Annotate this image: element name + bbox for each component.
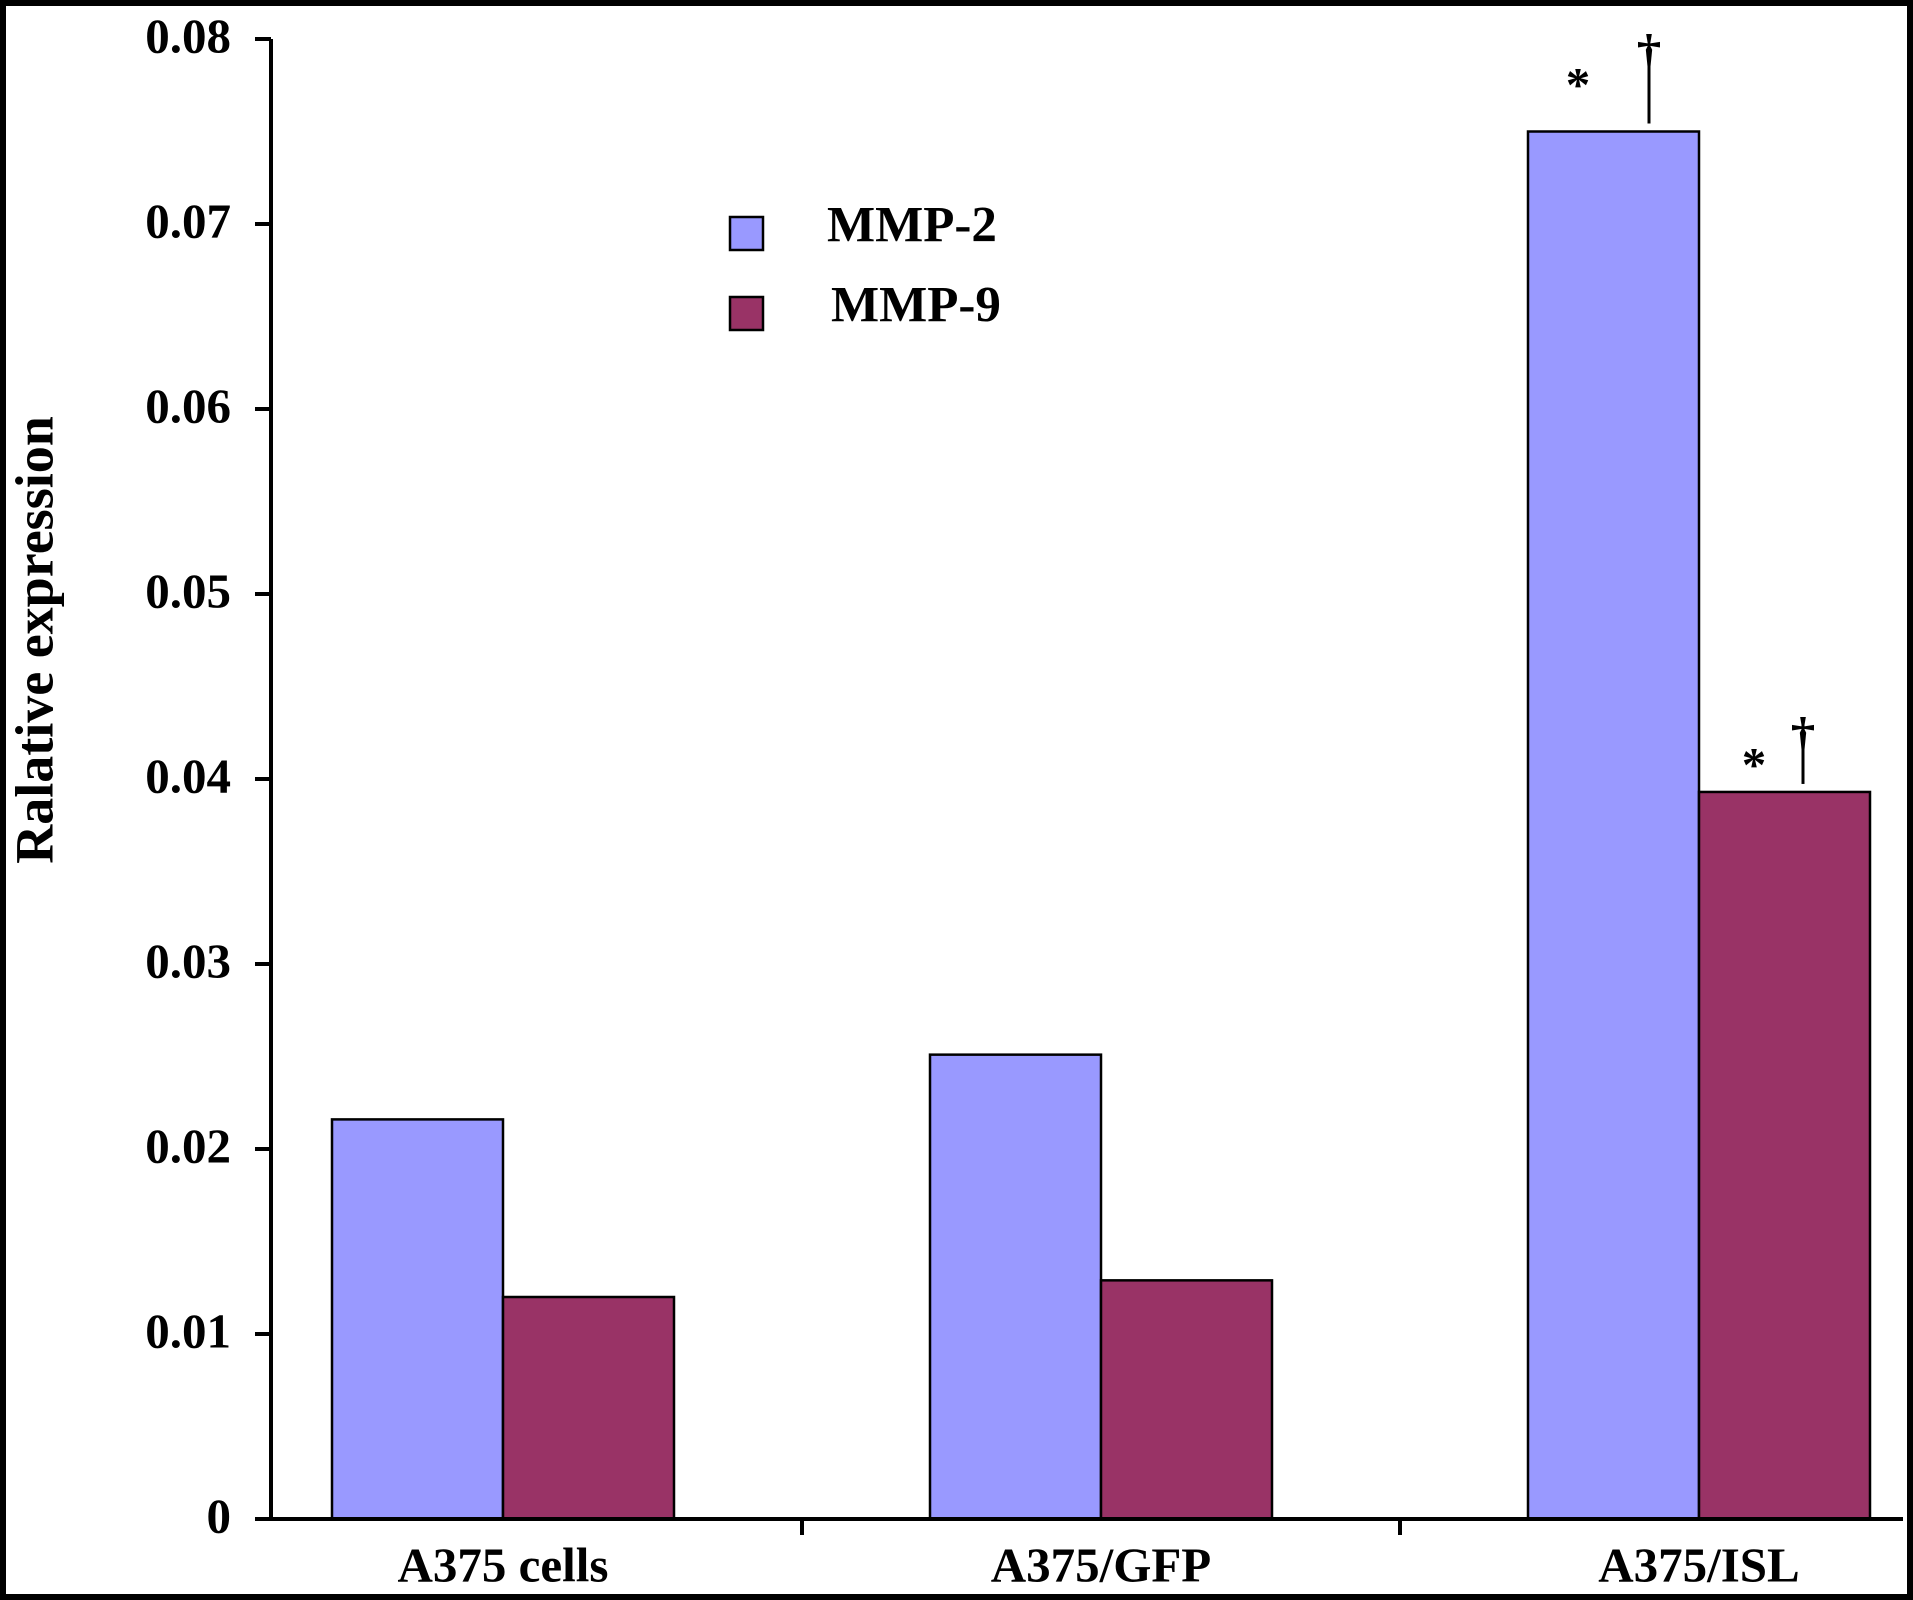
bar [928, 1053, 1103, 1521]
bar [1099, 1279, 1274, 1521]
y-tick-label: 0.05 [145, 563, 231, 618]
annotation-dagger: † [1791, 707, 1816, 762]
legend-swatch [728, 295, 765, 332]
y-tick-label: 0.04 [145, 748, 231, 803]
y-axis-label: Ralative expression [4, 416, 64, 863]
legend-label: MMP-2 [827, 198, 997, 254]
x-tick-label: A375/ISL [1598, 1537, 1800, 1592]
bar [1697, 790, 1872, 1521]
bar [501, 1295, 676, 1521]
x-tick-label: A375 cells [398, 1537, 609, 1592]
x-tick-label: A375/GFP [991, 1537, 1211, 1592]
annotation-dagger: † [1637, 24, 1662, 79]
legend-swatch [728, 215, 765, 252]
bar [330, 1118, 505, 1521]
legend-label: MMP-9 [831, 278, 1001, 334]
y-tick-label: 0 [207, 1488, 232, 1543]
y-tick-label: 0.07 [145, 193, 231, 248]
annotation-star: * [1742, 737, 1767, 792]
bar [1526, 130, 1701, 1521]
annotation-star: * [1566, 57, 1591, 112]
y-tick-label: 0.06 [145, 378, 231, 433]
y-tick-label: 0.01 [145, 1303, 231, 1358]
y-tick-label: 0.02 [145, 1118, 231, 1173]
y-tick-label: 0.03 [145, 933, 231, 988]
y-tick-label: 0.08 [145, 8, 231, 63]
